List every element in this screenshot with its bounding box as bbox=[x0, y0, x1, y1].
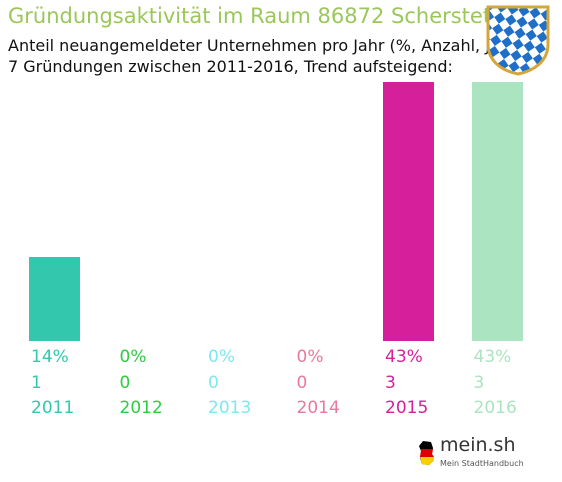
bar-2011 bbox=[29, 257, 80, 341]
chart-title: Gründungsaktivität im Raum 86872 Scherst… bbox=[8, 4, 526, 28]
year-label-2016: 2016 bbox=[473, 398, 517, 418]
count-label-2014: 0 bbox=[296, 373, 308, 393]
count-label-2012: 0 bbox=[119, 373, 131, 393]
count-label-2016: 3 bbox=[473, 373, 485, 393]
year-label-2014: 2014 bbox=[296, 398, 340, 418]
year-label-2013: 2013 bbox=[208, 398, 252, 418]
chart-subtitle: Anteil neuangemeldeter Unternehmen pro J… bbox=[8, 36, 523, 55]
percent-label-2012: 0% bbox=[119, 347, 147, 367]
percent-label-2016: 43% bbox=[473, 347, 512, 367]
chart-summary: 7 Gründungen zwischen 2011-2016, Trend a… bbox=[8, 57, 453, 76]
year-label-2011: 2011 bbox=[31, 398, 75, 418]
bavaria-coat-of-arms-icon bbox=[486, 5, 550, 76]
germany-map-icon bbox=[419, 441, 434, 465]
percent-label-2011: 14% bbox=[31, 347, 69, 367]
logo-name: mein.sh bbox=[440, 434, 516, 456]
year-label-2012: 2012 bbox=[119, 398, 163, 418]
logo-tagline: Mein StadtHandbuch bbox=[440, 459, 524, 468]
year-label-2015: 2015 bbox=[385, 398, 429, 418]
count-label-2015: 3 bbox=[385, 373, 396, 393]
bar-2015 bbox=[383, 82, 434, 341]
percent-label-2013: 0% bbox=[208, 347, 235, 367]
count-label-2013: 0 bbox=[208, 373, 219, 393]
mein-sh-logo: mein.sh Mein StadtHandbuch bbox=[416, 434, 526, 474]
percent-label-2015: 43% bbox=[385, 347, 423, 367]
bar-2016 bbox=[471, 82, 523, 341]
percent-label-2014: 0% bbox=[296, 347, 324, 367]
count-label-2011: 1 bbox=[31, 373, 42, 393]
